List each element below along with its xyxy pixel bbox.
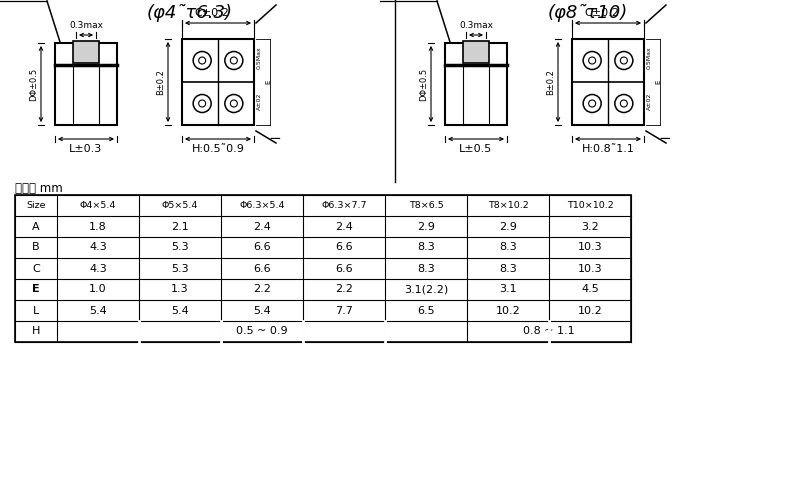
Text: Τ8×10.2: Τ8×10.2 xyxy=(487,201,529,210)
Text: 5.4: 5.4 xyxy=(89,306,107,316)
Circle shape xyxy=(225,94,243,112)
Text: 10.2: 10.2 xyxy=(577,306,603,316)
Bar xyxy=(15,195,631,342)
Text: 2.1: 2.1 xyxy=(171,222,189,232)
Text: 0.3max: 0.3max xyxy=(459,21,493,30)
Circle shape xyxy=(583,52,601,70)
Text: 5.4: 5.4 xyxy=(171,306,189,316)
Text: 2.2: 2.2 xyxy=(253,284,271,294)
Text: 6.5: 6.5 xyxy=(417,306,434,316)
Text: 2.2: 2.2 xyxy=(335,284,353,294)
Circle shape xyxy=(198,57,205,64)
Text: 5.4: 5.4 xyxy=(253,306,271,316)
Circle shape xyxy=(615,52,633,70)
Text: (φ4˜τ6.3): (φ4˜τ6.3) xyxy=(147,4,233,22)
Text: 4.5: 4.5 xyxy=(581,284,599,294)
Text: E: E xyxy=(655,80,661,84)
Text: H:0.8˜1.1: H:0.8˜1.1 xyxy=(581,144,634,154)
Text: 0.8 ~ 1.1: 0.8 ~ 1.1 xyxy=(523,326,575,336)
Text: 2.9: 2.9 xyxy=(417,222,435,232)
Text: 7.7: 7.7 xyxy=(335,306,353,316)
Text: 5.3: 5.3 xyxy=(171,242,189,252)
Text: Φ6.3×5.4: Φ6.3×5.4 xyxy=(239,201,284,210)
Text: H: H xyxy=(32,326,40,336)
Text: 6.6: 6.6 xyxy=(253,264,271,274)
Text: 2.4: 2.4 xyxy=(335,222,353,232)
Text: A±02: A±02 xyxy=(647,92,652,110)
Text: 6.6: 6.6 xyxy=(335,242,353,252)
Text: H:0.5˜0.9: H:0.5˜0.9 xyxy=(191,144,244,154)
Text: −: − xyxy=(268,131,280,146)
Text: Φ4×5.4: Φ4×5.4 xyxy=(80,201,116,210)
Bar xyxy=(572,39,644,125)
Text: B: B xyxy=(32,242,40,252)
Text: +: + xyxy=(668,0,681,3)
Text: Φ5×5.4: Φ5×5.4 xyxy=(162,201,198,210)
Text: 2.9: 2.9 xyxy=(499,222,517,232)
Circle shape xyxy=(231,57,237,64)
Text: 3.1(2.2): 3.1(2.2) xyxy=(404,284,448,294)
Bar xyxy=(182,39,254,125)
Text: Τ8×6.5: Τ8×6.5 xyxy=(408,201,443,210)
Text: A: A xyxy=(32,222,40,232)
Text: −: − xyxy=(658,131,671,146)
Text: 10.3: 10.3 xyxy=(577,242,602,252)
Bar xyxy=(55,43,117,125)
Text: (φ8˜τ10): (φ8˜τ10) xyxy=(548,4,628,22)
Text: 5.3: 5.3 xyxy=(171,264,189,274)
Text: B±0.2: B±0.2 xyxy=(546,69,555,95)
Circle shape xyxy=(583,94,601,112)
Text: 0.5Max: 0.5Max xyxy=(257,46,262,70)
Text: 0.3max: 0.3max xyxy=(69,21,103,30)
Text: Τ10×10.2: Τ10×10.2 xyxy=(566,201,613,210)
Text: L: L xyxy=(33,306,40,316)
Text: E: E xyxy=(32,284,40,294)
Text: A±02: A±02 xyxy=(257,92,262,110)
Text: C±0.2: C±0.2 xyxy=(585,8,619,18)
Circle shape xyxy=(225,52,243,70)
Text: L±0.3: L±0.3 xyxy=(70,144,103,154)
Text: 10.3: 10.3 xyxy=(577,264,602,274)
Text: C: C xyxy=(32,264,40,274)
Circle shape xyxy=(589,57,596,64)
Circle shape xyxy=(615,94,633,112)
Text: 6.6: 6.6 xyxy=(253,242,271,252)
Text: C±0.2: C±0.2 xyxy=(194,8,229,18)
Text: L±0.5: L±0.5 xyxy=(459,144,493,154)
Circle shape xyxy=(198,100,205,107)
Text: Φ6.3×7.7: Φ6.3×7.7 xyxy=(322,201,367,210)
Text: 0.5Max: 0.5Max xyxy=(647,46,652,70)
Bar xyxy=(445,43,507,125)
Circle shape xyxy=(620,57,627,64)
Text: 8.3: 8.3 xyxy=(499,264,517,274)
Circle shape xyxy=(231,100,237,107)
Text: 4.3: 4.3 xyxy=(89,242,107,252)
Bar xyxy=(73,41,99,63)
Text: 8.3: 8.3 xyxy=(499,242,517,252)
Text: E: E xyxy=(265,80,271,84)
Circle shape xyxy=(194,94,211,112)
Circle shape xyxy=(620,100,627,107)
Text: Size: Size xyxy=(26,201,46,210)
Text: 2.4: 2.4 xyxy=(253,222,271,232)
Text: 单位： mm: 单位： mm xyxy=(15,182,62,195)
Text: 0.5 ~ 0.9: 0.5 ~ 0.9 xyxy=(236,326,288,336)
Text: 4.3: 4.3 xyxy=(89,264,107,274)
Text: 3.1: 3.1 xyxy=(499,284,517,294)
Text: DΦ±0.5: DΦ±0.5 xyxy=(419,68,428,100)
Text: 10.2: 10.2 xyxy=(495,306,521,316)
Text: 3.2: 3.2 xyxy=(581,222,599,232)
Text: 6.6: 6.6 xyxy=(335,264,353,274)
Text: DΦ±0.5: DΦ±0.5 xyxy=(29,68,38,100)
Text: 1.3: 1.3 xyxy=(171,284,189,294)
Text: B±0.2: B±0.2 xyxy=(156,69,165,95)
Circle shape xyxy=(194,52,211,70)
Circle shape xyxy=(589,100,596,107)
Text: 8.3: 8.3 xyxy=(417,242,434,252)
Text: 8.3: 8.3 xyxy=(417,264,434,274)
Text: 1.0: 1.0 xyxy=(89,284,107,294)
Bar xyxy=(463,41,489,63)
Text: +: + xyxy=(278,0,291,3)
Text: 1.8: 1.8 xyxy=(89,222,107,232)
